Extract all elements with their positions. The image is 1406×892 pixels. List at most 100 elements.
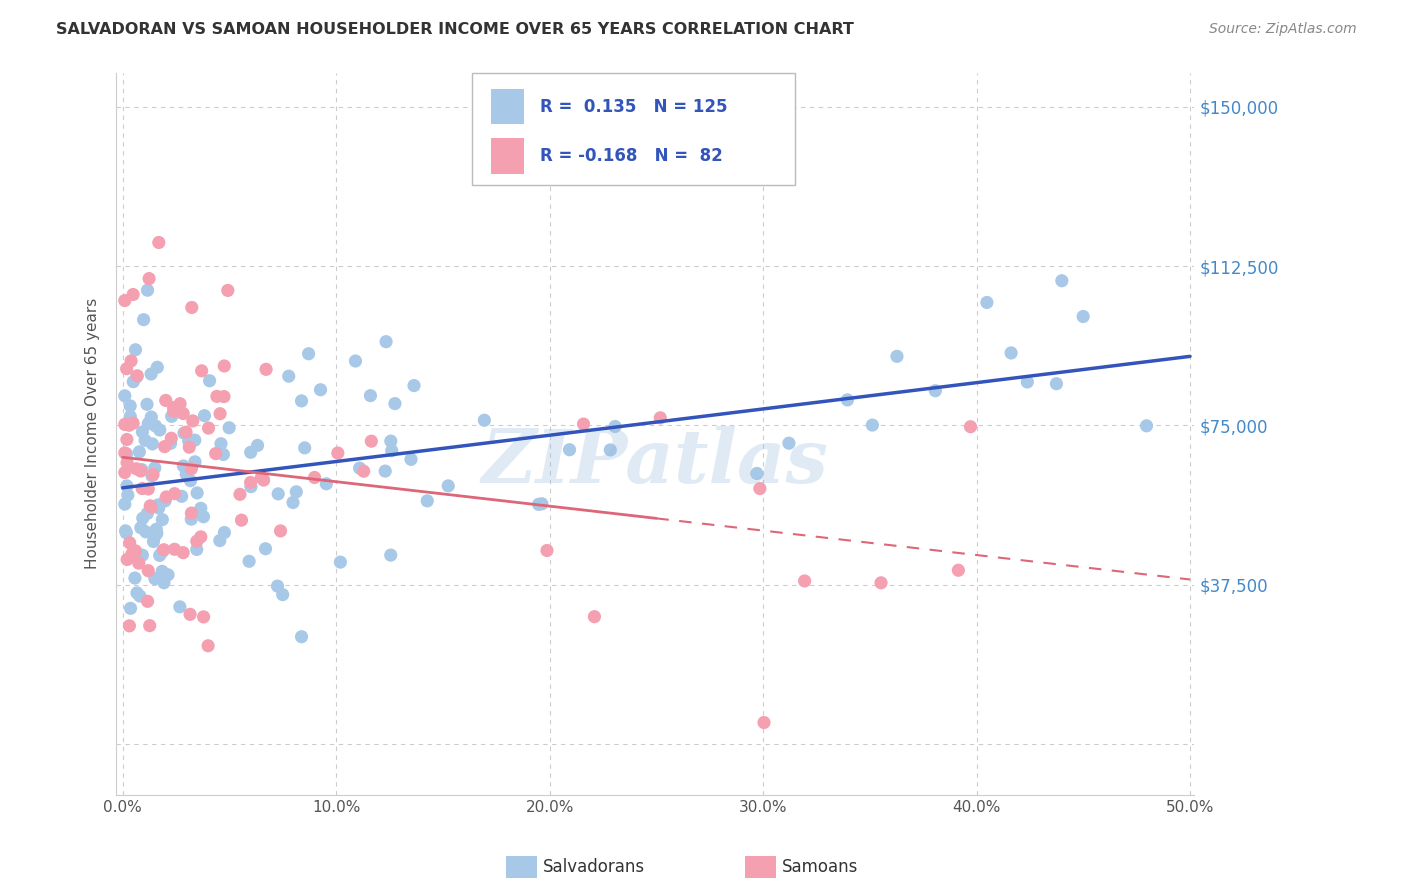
Point xyxy=(150,545,173,559)
Point xyxy=(181,414,204,428)
Point xyxy=(650,410,672,425)
Point xyxy=(169,397,191,411)
Point xyxy=(315,476,337,491)
Point xyxy=(160,409,183,424)
Point xyxy=(129,521,152,535)
Point xyxy=(165,405,187,419)
Point xyxy=(131,548,153,562)
Point xyxy=(163,486,186,500)
Point xyxy=(173,426,195,441)
Point xyxy=(150,513,173,527)
Point xyxy=(860,418,883,433)
Point xyxy=(153,440,176,454)
Point xyxy=(344,354,367,368)
Y-axis label: Householder Income Over 65 years: Householder Income Over 65 years xyxy=(86,298,100,569)
Point xyxy=(124,343,146,357)
Point xyxy=(748,482,770,496)
Point xyxy=(136,482,159,496)
Point xyxy=(381,443,404,458)
Point xyxy=(380,548,402,562)
Point xyxy=(146,360,169,375)
Point xyxy=(214,525,236,540)
Point xyxy=(239,445,262,459)
Point xyxy=(246,438,269,452)
Point xyxy=(122,287,145,301)
Point xyxy=(141,437,163,451)
Point xyxy=(353,464,375,478)
Point xyxy=(959,419,981,434)
Point xyxy=(294,441,316,455)
Point xyxy=(229,487,252,501)
Point xyxy=(793,574,815,588)
Point xyxy=(114,497,136,511)
Point xyxy=(329,555,352,569)
Point xyxy=(145,527,167,541)
Point xyxy=(297,347,319,361)
Point xyxy=(527,497,550,511)
Point xyxy=(290,630,312,644)
Point xyxy=(148,498,170,512)
Point xyxy=(374,464,396,478)
Point xyxy=(266,579,288,593)
Point xyxy=(870,575,893,590)
Point xyxy=(139,367,162,381)
Point xyxy=(179,440,201,454)
Point xyxy=(128,445,150,459)
Point xyxy=(136,397,159,411)
Point xyxy=(114,389,136,403)
Point xyxy=(359,389,381,403)
Point xyxy=(163,404,186,418)
Point xyxy=(115,525,138,540)
Point xyxy=(128,556,150,570)
Point xyxy=(217,284,239,298)
Point xyxy=(115,552,138,566)
Point xyxy=(218,421,240,435)
Point xyxy=(118,536,141,550)
Point xyxy=(177,434,200,448)
Point xyxy=(1045,376,1067,391)
Point xyxy=(145,418,167,433)
Point xyxy=(212,447,235,461)
Point xyxy=(309,383,332,397)
Point xyxy=(115,447,138,461)
Point xyxy=(131,482,153,496)
Text: R =  0.135   N = 125: R = 0.135 N = 125 xyxy=(540,97,727,116)
Point xyxy=(157,567,180,582)
Point xyxy=(184,455,207,469)
Point xyxy=(1017,375,1039,389)
Point xyxy=(118,619,141,633)
Point xyxy=(402,378,425,392)
Point xyxy=(172,546,194,560)
Point xyxy=(114,524,136,538)
Point xyxy=(142,534,165,549)
Point xyxy=(132,511,155,525)
Point xyxy=(125,370,148,384)
Point xyxy=(190,530,212,544)
Point xyxy=(172,407,194,421)
Point xyxy=(209,407,232,421)
Point xyxy=(190,501,212,516)
Point xyxy=(146,526,169,541)
Point xyxy=(186,534,208,549)
Point xyxy=(271,588,294,602)
Point xyxy=(180,301,202,315)
Point xyxy=(159,436,181,450)
Point xyxy=(145,522,167,536)
Point xyxy=(948,563,970,577)
Point xyxy=(204,447,226,461)
Point xyxy=(214,359,236,373)
Point xyxy=(270,524,292,538)
Point xyxy=(139,499,162,513)
Point xyxy=(135,524,157,539)
Point xyxy=(124,571,146,585)
Point xyxy=(170,489,193,503)
Point xyxy=(127,368,149,383)
Point xyxy=(136,506,159,520)
Point xyxy=(115,456,138,470)
Point xyxy=(572,417,595,431)
Point xyxy=(197,639,219,653)
Point xyxy=(134,434,156,448)
Point xyxy=(120,354,142,368)
Point xyxy=(124,544,146,558)
Point xyxy=(208,533,231,548)
